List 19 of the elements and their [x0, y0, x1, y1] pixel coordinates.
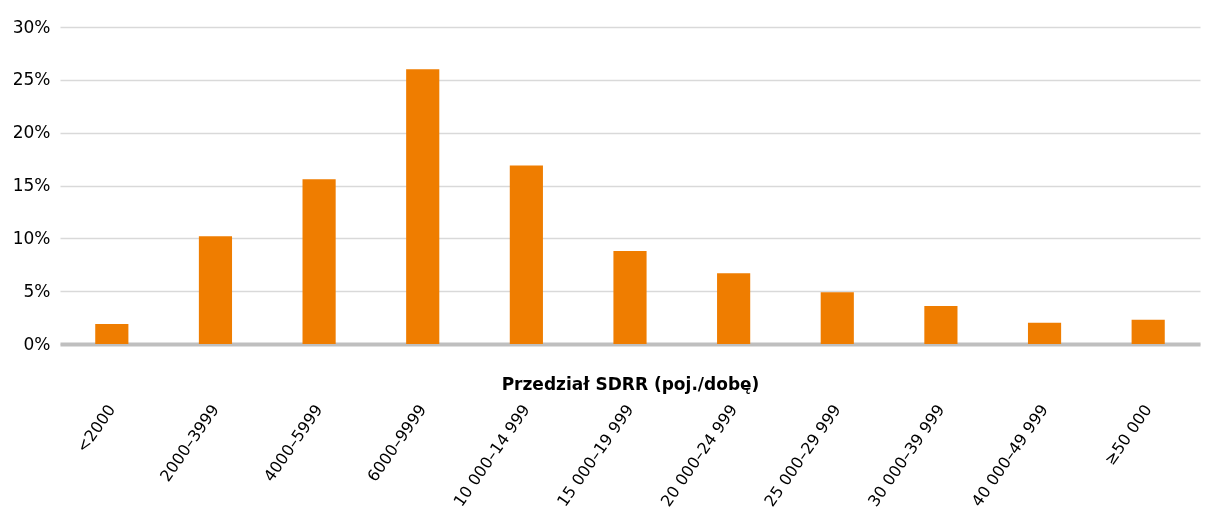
x-axis-title: Przedział SDRR (poj./dobę) [501, 373, 760, 394]
bar [613, 251, 647, 344]
y-tick-label: 5% [23, 280, 51, 301]
y-tick-label: 10% [12, 227, 51, 248]
bar [509, 165, 543, 344]
bar [924, 305, 958, 344]
bar [198, 236, 233, 344]
y-tick-label: 15% [12, 175, 51, 195]
y-tick-label: 0% [23, 333, 51, 354]
y-tick-label: 30% [12, 16, 51, 37]
bar [1131, 319, 1165, 344]
y-tick-label: 25% [12, 69, 51, 90]
bar [717, 273, 751, 344]
bar [1027, 322, 1062, 344]
bar [820, 292, 854, 344]
bar [302, 179, 336, 344]
y-tick-label: 20% [12, 122, 51, 143]
bar [406, 69, 440, 344]
bar [95, 323, 129, 344]
